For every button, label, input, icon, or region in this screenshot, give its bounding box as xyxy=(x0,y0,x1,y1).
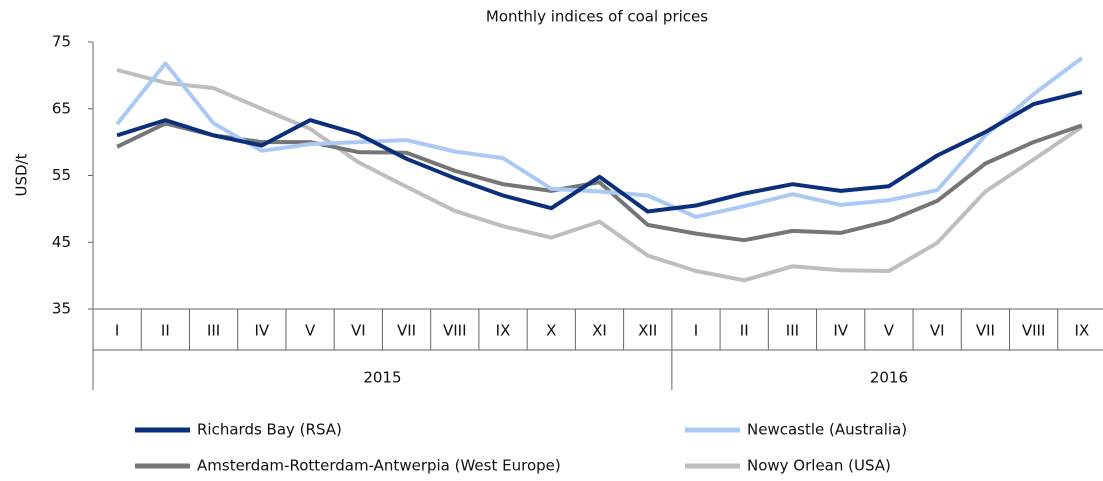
group-label: 2015 xyxy=(363,369,401,387)
y-tick-label: 55 xyxy=(52,166,71,184)
x-tick-label: X xyxy=(546,322,556,340)
x-tick-label: IX xyxy=(1075,322,1090,340)
legend-label: Nowy Orlean (USA) xyxy=(747,457,891,475)
x-tick-label: VIII xyxy=(1022,322,1046,340)
x-tick-label: I xyxy=(115,322,119,340)
y-axis-label: USD/t xyxy=(13,153,31,196)
legend-label: Amsterdam-Rotterdam-Antwerpia (West Euro… xyxy=(197,457,561,475)
x-tick-label: IV xyxy=(833,322,848,340)
series-line xyxy=(116,68,1084,283)
x-tick-label: IX xyxy=(496,322,511,340)
x-tick-label: VII xyxy=(976,322,995,340)
y-tick-label: 45 xyxy=(52,233,71,251)
x-tick-label: II xyxy=(740,322,749,340)
x-tick-label: VII xyxy=(397,322,416,340)
x-tick-label: III xyxy=(207,322,220,340)
legend-label: Richards Bay (RSA) xyxy=(197,421,342,439)
x-tick-label: III xyxy=(786,322,799,340)
series-line xyxy=(115,56,1084,219)
x-tick-label: XI xyxy=(592,322,607,340)
x-tick-label: XII xyxy=(638,322,657,340)
x-tick-label: VIII xyxy=(443,322,467,340)
x-tick-label: V xyxy=(884,322,895,340)
x-tick-label: V xyxy=(305,322,316,340)
group-label: 2016 xyxy=(870,369,908,387)
y-tick-label: 75 xyxy=(52,33,71,51)
x-tick-label: VI xyxy=(930,322,945,340)
x-tick-label: I xyxy=(694,322,698,340)
x-tick-label: II xyxy=(161,322,170,340)
x-tick-label: IV xyxy=(254,322,269,340)
chart-title: Monthly indices of coal prices xyxy=(486,8,708,26)
legend-label: Newcastle (Australia) xyxy=(747,421,907,439)
x-tick-label: VI xyxy=(351,322,366,340)
series-line xyxy=(116,121,1083,243)
y-tick-label: 35 xyxy=(52,300,71,318)
y-tick-label: 65 xyxy=(52,99,71,117)
series-line xyxy=(116,90,1083,214)
